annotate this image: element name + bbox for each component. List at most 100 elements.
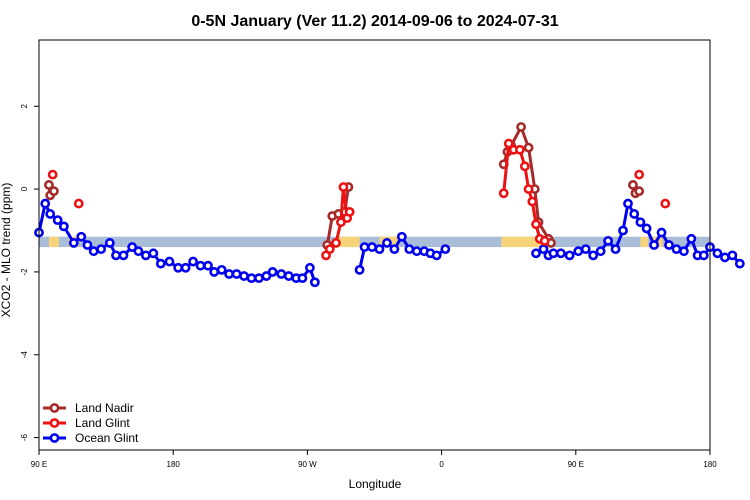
data-point-land-glint bbox=[660, 198, 671, 209]
data-point-ocean-glint bbox=[88, 246, 99, 257]
data-point-ocean-glint bbox=[224, 269, 235, 279]
legend-label: Land Glint bbox=[75, 416, 130, 430]
data-point-ocean-glint bbox=[148, 248, 159, 259]
data-point-ocean-glint bbox=[239, 271, 249, 281]
legend-item-ocean-glint: Ocean Glint bbox=[43, 431, 139, 445]
data-point-land-glint bbox=[344, 206, 355, 217]
data-point-ocean-glint bbox=[588, 250, 599, 261]
data-point-ocean-glint bbox=[679, 246, 689, 257]
data-point-ocean-glint bbox=[618, 225, 628, 236]
data-point-ocean-glint bbox=[641, 223, 652, 234]
data-point-ocean-glint bbox=[76, 231, 87, 242]
data-point-ocean-glint bbox=[359, 242, 370, 252]
legend-item-land-glint: Land Glint bbox=[43, 416, 130, 430]
land-surface-band bbox=[48, 236, 59, 248]
data-point-ocean-glint bbox=[180, 262, 191, 273]
data-point-ocean-glint bbox=[118, 250, 129, 261]
data-point-ocean-glint bbox=[727, 250, 738, 261]
data-point-ocean-glint bbox=[664, 240, 674, 250]
data-point-ocean-glint bbox=[396, 231, 407, 242]
y-tick-label: -6 bbox=[20, 433, 29, 441]
data-point-ocean-glint bbox=[267, 267, 278, 277]
data-point-ocean-glint bbox=[354, 264, 365, 275]
data-point-ocean-glint bbox=[40, 198, 51, 209]
data-point-ocean-glint bbox=[52, 215, 63, 226]
data-point-land-glint bbox=[523, 184, 534, 194]
data-point-ocean-glint bbox=[133, 246, 144, 257]
plot-frame bbox=[38, 39, 711, 451]
data-point-ocean-glint bbox=[635, 217, 646, 228]
data-point-ocean-glint bbox=[734, 258, 745, 269]
data-point-ocean-glint bbox=[389, 244, 400, 255]
data-point-ocean-glint bbox=[720, 252, 730, 263]
x-tick-label: 90 E bbox=[568, 460, 584, 469]
data-point-ocean-glint bbox=[649, 240, 659, 250]
data-point-land-glint bbox=[539, 235, 550, 246]
data-point-land-nadir bbox=[49, 186, 59, 197]
data-point-land-glint bbox=[324, 244, 335, 255]
data-point-land-glint bbox=[503, 138, 514, 149]
data-point-ocean-glint bbox=[671, 244, 682, 255]
data-point-ocean-glint bbox=[276, 269, 287, 279]
data-point-ocean-glint bbox=[367, 242, 377, 252]
legend-label: Land Nadir bbox=[75, 401, 134, 415]
data-point-ocean-glint bbox=[164, 256, 175, 267]
data-point-ocean-glint bbox=[216, 264, 227, 275]
data-point-land-glint bbox=[73, 198, 84, 209]
land-surface-band bbox=[640, 236, 648, 248]
data-point-land-glint bbox=[498, 188, 509, 199]
data-point-ocean-glint bbox=[610, 244, 621, 255]
y-tick-label: -2 bbox=[20, 268, 29, 276]
ocean-surface-band bbox=[39, 236, 710, 248]
legend-item-land-nadir: Land Nadir bbox=[43, 401, 134, 415]
data-point-ocean-glint bbox=[531, 248, 541, 259]
data-point-ocean-glint bbox=[188, 256, 198, 267]
data-point-ocean-glint bbox=[580, 244, 591, 255]
data-point-ocean-glint bbox=[440, 244, 451, 255]
data-point-ocean-glint bbox=[595, 246, 606, 257]
data-point-ocean-glint bbox=[45, 209, 56, 219]
data-point-ocean-glint bbox=[573, 246, 584, 257]
x-tick-label: 0 bbox=[439, 460, 444, 469]
data-point-ocean-glint bbox=[603, 235, 614, 246]
data-point-ocean-glint bbox=[374, 244, 385, 255]
legend-marker bbox=[49, 433, 60, 443]
data-point-ocean-glint bbox=[382, 238, 392, 248]
data-point-land-glint bbox=[331, 238, 341, 248]
data-point-ocean-glint bbox=[304, 262, 315, 273]
data-point-ocean-glint bbox=[623, 198, 633, 209]
y-tick-label: 2 bbox=[20, 103, 29, 108]
data-point-land-glint bbox=[527, 196, 538, 207]
data-point-ocean-glint bbox=[431, 250, 442, 261]
data-point-ocean-glint bbox=[209, 267, 220, 277]
x-tick-label: 180 bbox=[167, 460, 181, 469]
data-point-ocean-glint bbox=[686, 233, 697, 244]
land-surface-band bbox=[501, 236, 546, 248]
data-point-ocean-glint bbox=[82, 240, 93, 250]
series-ocean-glint bbox=[34, 198, 745, 288]
data-point-ocean-glint bbox=[564, 250, 575, 261]
legend-label: Ocean Glint bbox=[75, 431, 139, 445]
data-point-ocean-glint bbox=[629, 209, 640, 219]
data-point-ocean-glint bbox=[58, 221, 69, 232]
y-tick-label: -4 bbox=[20, 351, 29, 359]
data-point-ocean-glint bbox=[698, 250, 709, 261]
data-point-ocean-glint bbox=[555, 248, 566, 259]
data-point-land-glint bbox=[514, 144, 525, 155]
data-point-land-glint bbox=[338, 182, 349, 192]
data-point-ocean-glint bbox=[96, 244, 107, 255]
data-point-ocean-glint bbox=[140, 250, 151, 261]
data-point-land-nadir bbox=[44, 180, 54, 190]
data-point-ocean-glint bbox=[297, 273, 308, 284]
data-point-ocean-glint bbox=[173, 262, 184, 273]
legend-marker bbox=[49, 418, 60, 428]
data-point-ocean-glint bbox=[411, 246, 422, 257]
data-point-ocean-glint bbox=[246, 273, 257, 284]
y-axis-label: XCO2 - MLO trend (ppm) bbox=[0, 183, 13, 318]
data-point-ocean-glint bbox=[104, 238, 115, 248]
x-axis-label: Longitude bbox=[349, 477, 402, 491]
data-point-ocean-glint bbox=[548, 248, 559, 259]
series-land-glint bbox=[47, 138, 671, 261]
